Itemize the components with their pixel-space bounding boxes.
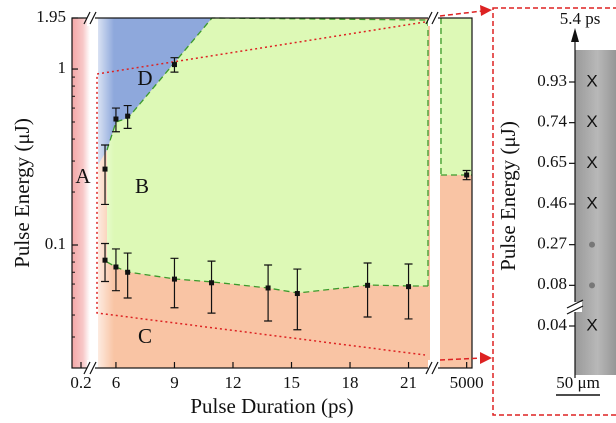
inset-title: 5.4 ps: [560, 9, 601, 28]
data-point: [266, 285, 271, 290]
data-point: [365, 283, 370, 288]
region-c: [440, 175, 472, 368]
region-label: A: [75, 164, 91, 188]
x-tick-label: 21: [400, 373, 417, 392]
y-tick-label: 0.1: [45, 234, 66, 253]
data-point: [103, 167, 108, 172]
data-point: [464, 172, 469, 177]
data-point: [125, 270, 130, 275]
x-tick-label: 6: [112, 373, 121, 392]
inset-row-label: 0.65: [537, 152, 567, 171]
gap: [430, 18, 440, 368]
x-tick-label: 5000: [450, 373, 484, 392]
y-axis-label: Pulse Energy (μJ): [10, 118, 34, 268]
y-tick-label: 1: [58, 58, 67, 77]
data-point: [406, 284, 411, 289]
inset-mark: X: [586, 315, 597, 334]
inset-row-label: 0.08: [537, 274, 567, 293]
inset-row-label: 0.74: [537, 112, 567, 131]
region-label: D: [137, 66, 152, 90]
inset-break: [567, 300, 583, 314]
data-point: [295, 291, 300, 296]
x-tick-label: 15: [283, 373, 300, 392]
inset-mark: X: [586, 153, 597, 172]
inset-y-label: Pulse Energy (μJ): [496, 121, 520, 271]
y-tick-label: 1.95: [36, 7, 66, 26]
inset-dot: [589, 242, 595, 248]
x-tick-label: 12: [224, 373, 241, 392]
x-tick-label: 0.2: [70, 373, 91, 392]
data-point: [103, 258, 108, 263]
x-axis-label: Pulse Duration (ps): [190, 394, 353, 418]
data-point: [113, 117, 118, 122]
inset-mark: X: [586, 193, 597, 212]
inset-mark: X: [586, 112, 597, 131]
data-point: [113, 264, 118, 269]
x-tick-label: 18: [342, 373, 359, 392]
inset-arrow: [571, 28, 579, 42]
data-point: [172, 62, 177, 67]
inset-row-label: 0.46: [537, 193, 567, 212]
fade: [90, 18, 114, 368]
region-label: B: [135, 174, 149, 198]
inset-mark: X: [586, 71, 597, 90]
region-b: [440, 18, 472, 175]
data-point: [172, 277, 177, 282]
inset-row-label: 0.27: [537, 234, 567, 253]
x-tick-label: 9: [170, 373, 179, 392]
inset-row-label: 0.04: [537, 315, 567, 334]
scale-bar-label: 50 μm: [556, 373, 600, 392]
regions: [72, 18, 472, 368]
inset-dot: [589, 282, 595, 288]
figure: Pulse Duration (ps) Pulse Energy (μJ) A …: [0, 0, 616, 423]
data-point: [209, 280, 214, 285]
region-label: C: [138, 324, 152, 348]
inset-row-label: 0.93: [537, 71, 567, 90]
data-point: [125, 114, 130, 119]
